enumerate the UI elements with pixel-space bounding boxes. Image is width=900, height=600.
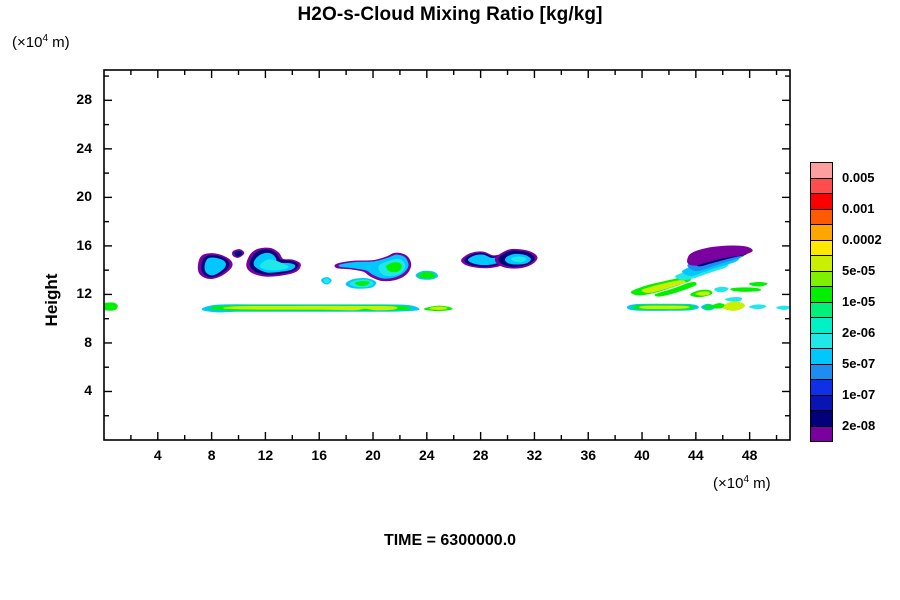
x-unit-prefix: (×10: [713, 475, 744, 492]
contour-band: [355, 280, 370, 286]
x-tick-label: 20: [365, 447, 381, 463]
contour-band: [687, 245, 753, 266]
colorbar-label: 2e-06: [842, 324, 876, 340]
y-tick-label: 20: [76, 188, 92, 205]
contour-band: [654, 281, 697, 297]
colorbar-swatch: [810, 394, 833, 411]
contour-band: [776, 305, 790, 310]
plot-frame: [103, 69, 791, 441]
contour-band: [104, 302, 118, 311]
colorbar-swatch: [810, 363, 833, 380]
x-tick-label: 8: [207, 447, 216, 463]
x-tick-label: 44: [688, 447, 704, 463]
colorbar-swatch: [810, 301, 833, 318]
x-tick-label: 12: [257, 447, 274, 463]
x-tick-label: 16: [311, 447, 327, 463]
contour-region: [494, 248, 538, 269]
x-tick-label: 40: [634, 447, 650, 463]
contour-band: [386, 262, 402, 273]
y-tick-label: 16: [76, 236, 92, 253]
contour-band: [749, 304, 767, 309]
contour-band: [418, 272, 436, 279]
colorbar-swatch: [810, 162, 833, 179]
plot-frame-layer: [103, 69, 791, 441]
colorbar-swatch: [810, 286, 833, 303]
colorbar-swatch: [810, 239, 833, 256]
time-label: TIME = 6300000.0: [383, 532, 517, 549]
contour-band: [429, 306, 448, 311]
colorbar-swatch: [810, 317, 833, 334]
contour-band: [722, 301, 745, 311]
contour-band: [204, 257, 226, 276]
contour-region: [321, 277, 332, 285]
colorbar-label: 1e-07: [842, 386, 876, 402]
x-tick-label: 48: [741, 447, 758, 463]
colorbar-swatch: [810, 193, 833, 210]
x-unit-suffix: m): [749, 475, 771, 492]
colorbar-label: 0.005: [842, 169, 875, 185]
contour-band: [259, 259, 289, 271]
contour-region: [104, 302, 118, 311]
contour-region: [630, 245, 753, 297]
contour-band: [323, 278, 331, 284]
colorbar-swatch: [810, 410, 833, 427]
x-tick-label: 36: [580, 447, 597, 463]
contour-region: [690, 281, 790, 311]
y-tick-label: 24: [76, 139, 92, 156]
contour-band: [638, 305, 690, 310]
colorbar-label: 5e-05: [842, 262, 876, 278]
colorbar-label: 1e-05: [842, 293, 876, 309]
contour-band: [234, 250, 243, 257]
colorbar-swatch: [810, 425, 833, 442]
colorbar-swatch: [810, 255, 833, 272]
contour-band: [641, 280, 686, 293]
contour-region: [334, 252, 412, 282]
y-axis-unit-note: (×104 m): [12, 33, 70, 51]
y-unit-exponent: 4: [42, 33, 49, 44]
x-unit-exponent: 4: [743, 474, 750, 485]
contour-band: [223, 305, 398, 311]
contour-band: [695, 291, 710, 296]
x-axis-unit-note: (×104 m): [713, 474, 771, 492]
contour-band: [730, 287, 762, 292]
x-tick-label: 32: [526, 447, 543, 463]
contour-region: [201, 304, 453, 313]
contour-regions-layer: [104, 245, 790, 313]
contour-region: [461, 251, 507, 269]
contour-region: [345, 278, 377, 289]
y-unit-prefix: (×10: [12, 34, 43, 51]
contour-region: [626, 303, 699, 311]
colorbar-swatch: [810, 348, 833, 365]
colorbar-swatch: [810, 177, 833, 194]
contour-region: [415, 270, 438, 280]
contour-region: [232, 249, 245, 258]
page-title: H2O-s-Cloud Mixing Ratio [kg/kg]: [297, 4, 603, 25]
colorbar-swatch: [810, 270, 833, 287]
y-tick-label: 12: [76, 285, 92, 302]
contour-region: [246, 247, 301, 277]
colorbar-swatch: [810, 208, 833, 225]
y-tick-label: 8: [84, 333, 92, 350]
contour-band: [725, 297, 743, 302]
contour-region: [197, 253, 233, 280]
y-tick-label: 28: [76, 91, 92, 108]
x-tick-label: 24: [419, 447, 435, 463]
y-unit-suffix: m): [48, 34, 70, 51]
colorbar-label: 2e-08: [842, 417, 876, 433]
colorbar-label: 0.001: [842, 200, 875, 216]
contour-band: [749, 281, 768, 287]
colorbar-swatch: [810, 224, 833, 241]
colorbar-label: 5e-07: [842, 355, 876, 371]
colorbar-swatch: [810, 379, 833, 396]
x-tick-label: 4: [153, 447, 162, 463]
colorbar-swatch: [810, 332, 833, 349]
contour-band: [711, 303, 725, 309]
contour-band: [511, 256, 527, 263]
y-tick-label: 4: [84, 382, 92, 399]
contour-band: [714, 286, 729, 293]
x-tick-label: 28: [472, 447, 489, 463]
colorbar-label: 0.0002: [842, 231, 882, 247]
